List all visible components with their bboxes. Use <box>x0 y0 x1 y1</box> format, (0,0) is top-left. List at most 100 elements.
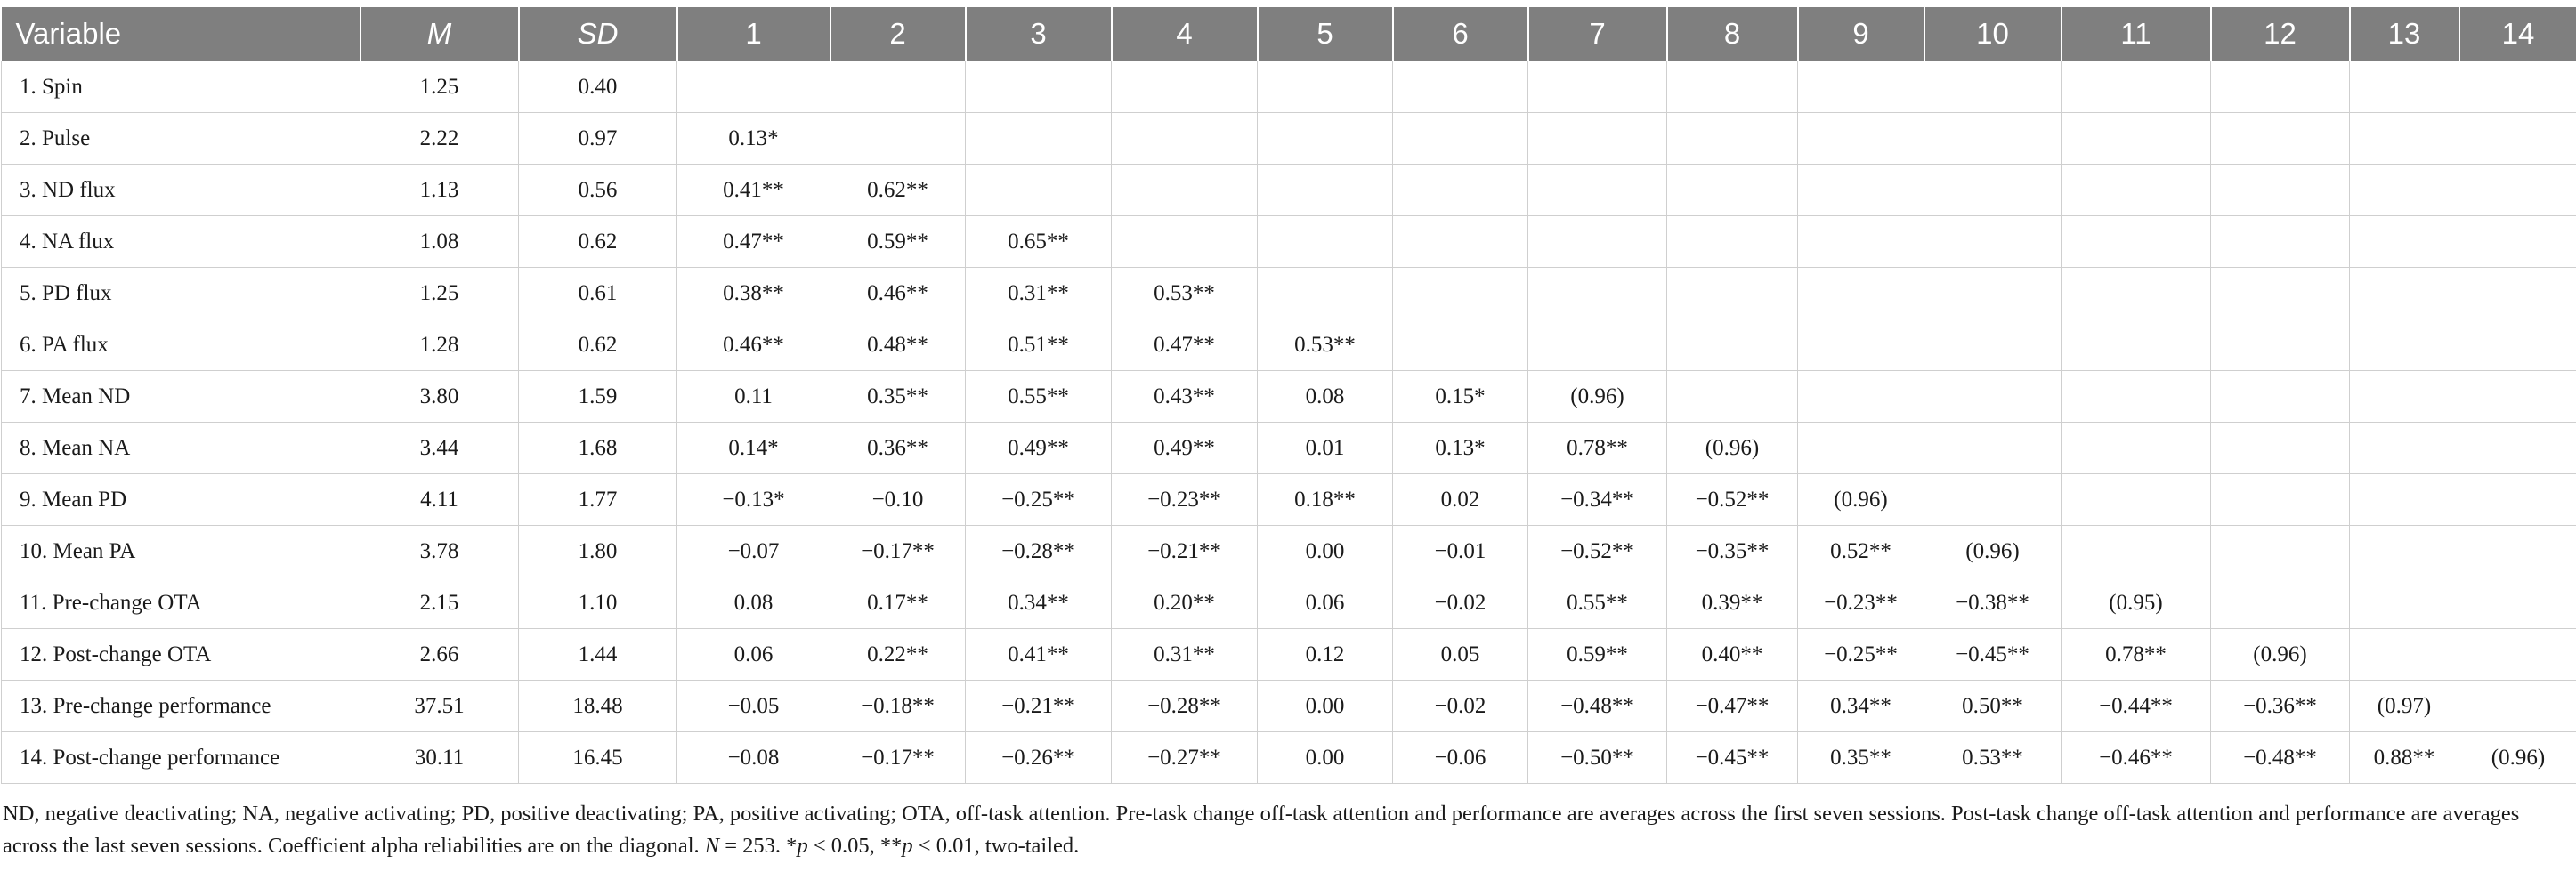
variable-name-cell: 11. Pre-change OTA <box>1 577 360 629</box>
correlation-cell <box>1797 422 1924 474</box>
correlation-cell: 0.06 <box>1257 577 1393 629</box>
correlation-cell <box>1924 267 2062 319</box>
correlation-cell <box>1392 164 1528 216</box>
sd-cell: 1.10 <box>518 577 677 629</box>
header-col-13: 13 <box>2348 7 2460 61</box>
correlation-cell: 0.06 <box>676 628 830 681</box>
correlation-cell <box>1257 215 1393 268</box>
table-row: 11. Pre-change OTA 2.15 1.10 0.08 0.17** 0.34… <box>1 577 2576 629</box>
correlation-cell: −0.27** <box>1111 731 1258 784</box>
header-mean: M <box>359 7 520 61</box>
correlation-cell: −0.07 <box>676 525 830 577</box>
correlation-cell <box>2459 422 2576 474</box>
correlation-cell <box>1257 61 1393 113</box>
header-col-11: 11 <box>2060 7 2212 61</box>
correlation-cell: 0.41** <box>676 164 830 216</box>
sd-cell: 0.97 <box>518 112 677 165</box>
correlation-cell: 0.53** <box>1111 267 1258 319</box>
correlation-cell: −0.01 <box>1392 525 1528 577</box>
correlation-cell: 0.08 <box>1257 370 1393 423</box>
correlation-cell: 0.34** <box>965 577 1112 629</box>
correlation-cell: −0.52** <box>1666 473 1798 526</box>
correlation-cell <box>2349 112 2459 165</box>
correlation-cell: −0.21** <box>1111 525 1258 577</box>
correlation-cell: 0.78** <box>1527 422 1667 474</box>
correlation-cell <box>2349 267 2459 319</box>
correlation-cell: 0.55** <box>1527 577 1667 629</box>
correlation-cell: −0.47** <box>1666 680 1798 732</box>
correlation-cell: 0.50** <box>1924 680 2062 732</box>
correlation-cell: 0.46** <box>676 319 830 371</box>
correlation-cell <box>2349 215 2459 268</box>
correlation-cell: −0.23** <box>1797 577 1924 629</box>
mean-cell: 4.11 <box>360 473 519 526</box>
correlation-cell: −0.02 <box>1392 577 1528 629</box>
correlation-cell <box>965 164 1112 216</box>
correlation-cell <box>1924 473 2062 526</box>
mean-cell: 2.15 <box>360 577 519 629</box>
header-col-6: 6 <box>1391 7 1529 61</box>
correlation-cell <box>2061 370 2211 423</box>
correlation-cell <box>2061 319 2211 371</box>
footnote-text-a: ND, negative deactivating; NA, negative … <box>3 802 2520 858</box>
header-col-10: 10 <box>1923 7 2062 61</box>
variable-name-cell: 3. ND flux <box>1 164 360 216</box>
correlation-cell: 0.41** <box>965 628 1112 681</box>
correlation-cell <box>2210 422 2350 474</box>
correlation-cell <box>1666 319 1798 371</box>
correlation-cell: 0.18** <box>1257 473 1393 526</box>
table-row: 13. Pre-change performance 37.51 18.48 −0.0… <box>1 680 2576 732</box>
header-row: Variable M SD 1 2 3 4 5 6 7 8 9 10 11 12… <box>1 7 2576 61</box>
correlation-cell <box>1797 267 1924 319</box>
correlation-cell: 0.08 <box>676 577 830 629</box>
mean-cell: 1.08 <box>360 215 519 268</box>
correlation-cell: 0.51** <box>965 319 1112 371</box>
correlation-cell: −0.48** <box>1527 680 1667 732</box>
variable-name-cell: 4. NA flux <box>1 215 360 268</box>
footnote-n-label: N <box>704 834 720 858</box>
correlation-cell: −0.13* <box>676 473 830 526</box>
correlation-cell <box>2210 164 2350 216</box>
correlation-cell: −0.17** <box>830 525 966 577</box>
correlation-cell <box>2210 112 2350 165</box>
correlation-cell <box>2459 525 2576 577</box>
correlation-cell: (0.97) <box>2349 680 2459 732</box>
correlation-cell <box>2459 61 2576 113</box>
header-col-8: 8 <box>1665 7 1799 61</box>
correlation-cell: 0.88** <box>2349 731 2459 784</box>
correlation-cell: 0.13* <box>1392 422 1528 474</box>
correlation-cell <box>2459 577 2576 629</box>
correlation-cell: 0.36** <box>830 422 966 474</box>
correlation-cell <box>2061 112 2211 165</box>
correlation-cell <box>965 61 1112 113</box>
sd-cell: 16.45 <box>518 731 677 784</box>
correlation-cell: −0.26** <box>965 731 1112 784</box>
correlation-cell: 0.12 <box>1257 628 1393 681</box>
variable-name-cell: 2. Pulse <box>1 112 360 165</box>
table-row: 5. PD flux 1.25 0.61 0.38** 0.46** 0.31** 0.53… <box>1 267 2576 319</box>
mean-cell: 1.25 <box>360 267 519 319</box>
correlation-cell: (0.95) <box>2061 577 2211 629</box>
table-row: 12. Post-change OTA 2.66 1.44 0.06 0.22** 0.4… <box>1 628 2576 681</box>
mean-cell: 1.25 <box>360 61 519 113</box>
correlation-cell: −0.18** <box>830 680 966 732</box>
correlation-cell <box>1527 267 1667 319</box>
mean-cell: 37.51 <box>360 680 519 732</box>
correlation-cell <box>676 61 830 113</box>
table-row: 14. Post-change performance 30.11 16.45 −0.… <box>1 731 2576 784</box>
correlation-cell: 0.00 <box>1257 680 1393 732</box>
correlation-cell <box>1111 61 1258 113</box>
correlation-cell <box>1257 112 1393 165</box>
variable-name-cell: 7. Mean ND <box>1 370 360 423</box>
correlation-cell <box>1392 319 1528 371</box>
header-variable: Variable <box>1 7 361 61</box>
correlation-cell <box>1924 61 2062 113</box>
correlation-cell: 0.01 <box>1257 422 1393 474</box>
correlation-cell: 0.47** <box>1111 319 1258 371</box>
correlation-cell <box>2349 525 2459 577</box>
correlation-cell <box>1527 319 1667 371</box>
sd-cell: 1.80 <box>518 525 677 577</box>
correlation-cell: (0.96) <box>1666 422 1798 474</box>
sd-cell: 1.77 <box>518 473 677 526</box>
table-body: 1. Spin 1.25 0.40 2. Pulse 2.22 0.97 0.13* 3. N… <box>1 61 2576 784</box>
